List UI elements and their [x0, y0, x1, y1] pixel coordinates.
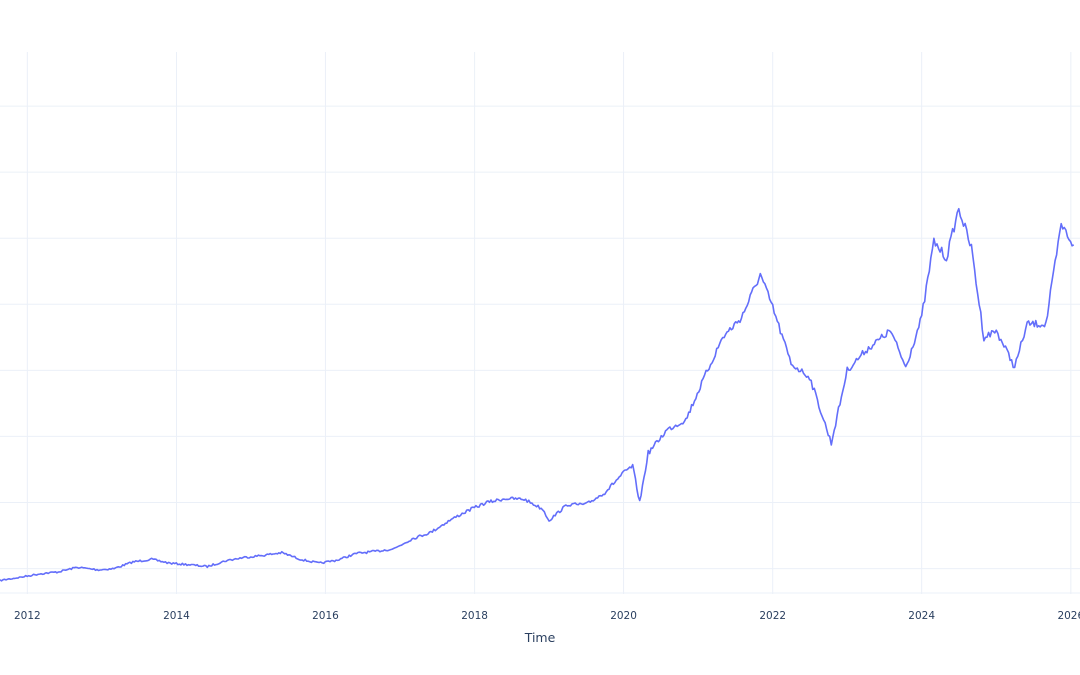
x-tick-label: 2012 — [14, 610, 41, 622]
x-tick-label: 2020 — [610, 610, 637, 622]
x-tick-label: 2022 — [759, 610, 786, 622]
x-tick-label: 2018 — [461, 610, 488, 622]
x-axis-title: Time — [524, 630, 556, 645]
grid-layer — [0, 52, 1080, 594]
x-tick-label: 2016 — [312, 610, 339, 622]
x-tick-label: 2014 — [163, 610, 190, 622]
line-layer — [0, 207, 1075, 582]
x-tick-label: 2024 — [908, 610, 935, 622]
x-tick-labels: 2012 2014 2016 2018 2020 2022 2024 2026 — [14, 610, 1080, 622]
x-tick-label: 2026 — [1057, 610, 1080, 622]
series-line-0 — [0, 207, 1075, 582]
